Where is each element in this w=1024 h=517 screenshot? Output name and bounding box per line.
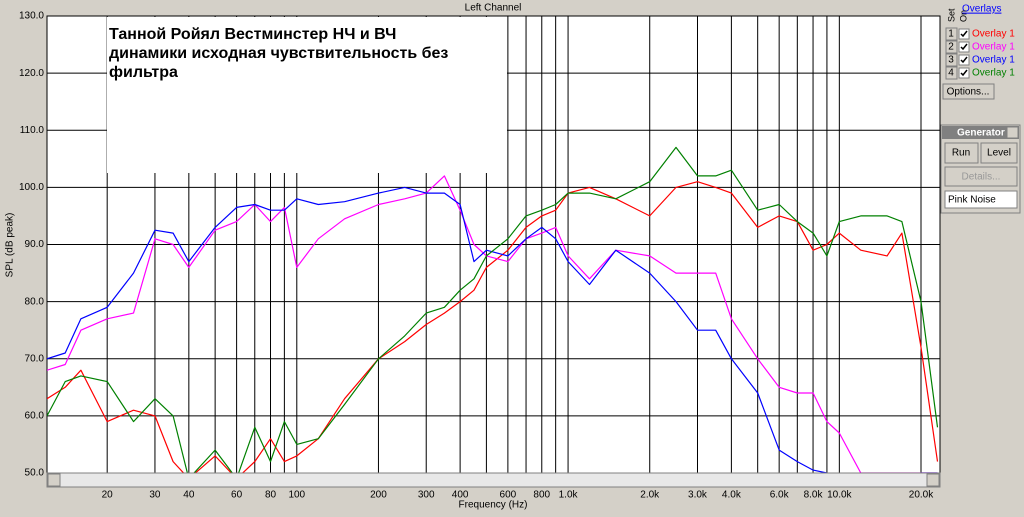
series-line <box>47 146 939 473</box>
signal-label: Pink Noise <box>948 195 996 206</box>
x-tick-label: 40 <box>183 490 195 501</box>
scroll-right[interactable] <box>926 473 940 487</box>
x-tick-label: 6.0k <box>770 490 790 501</box>
legend-entry: Overlay 1 <box>972 68 1015 79</box>
x-tick-label: 10.0k <box>827 490 852 501</box>
generator-title: Generator <box>957 128 1005 139</box>
x-tick-label: 20 <box>102 490 114 501</box>
series-line <box>47 186 938 473</box>
scrollbar[interactable] <box>46 472 941 488</box>
x-tick-label: 300 <box>418 490 435 501</box>
set-number: 3 <box>948 55 954 66</box>
x-tick-label: 1.0k <box>559 490 579 501</box>
x-axis-label: Frequency (Hz) <box>459 500 528 511</box>
y-tick-label: 100.0 <box>19 182 44 193</box>
set-button[interactable] <box>945 53 958 67</box>
overlay-rows: 1 Overlay 1 2 Overlay 1 3 Overlay 1 4 Overlay 1 <box>945 27 1015 80</box>
annotation-box <box>107 17 507 173</box>
x-tick-label: 400 <box>452 490 469 501</box>
col-set: Set <box>946 8 956 22</box>
x-tick-label: 600 <box>500 490 517 501</box>
x-tick-label: 60 <box>231 490 243 501</box>
x-tick-label: 8.0k <box>804 490 824 501</box>
y-tick-label: 70.0 <box>25 353 45 364</box>
y-tick-label: 80.0 <box>25 296 45 307</box>
y-tick-label: 90.0 <box>25 239 45 250</box>
signal-select[interactable] <box>944 190 1018 209</box>
x-tick-label: 30 <box>149 490 161 501</box>
annotation: Танной Ройял Вестминстер НЧ и ВЧ <box>109 26 396 43</box>
overlays-title[interactable]: Overlays <box>962 4 1001 15</box>
options-label: Options... <box>947 87 990 98</box>
set-button[interactable] <box>945 40 958 54</box>
x-tick-label: 800 <box>533 490 550 501</box>
set-button[interactable] <box>945 66 958 80</box>
check <box>960 69 968 77</box>
legend-entry: Overlay 1 <box>972 55 1015 66</box>
legend-entry: Overlay 1 <box>972 42 1015 53</box>
legend-entry: Overlay 1 <box>972 29 1015 40</box>
x-tick-label: 100 <box>288 490 305 501</box>
scroll-left[interactable] <box>47 473 61 487</box>
set-number: 1 <box>948 29 954 40</box>
set-number: 2 <box>948 42 954 53</box>
x-tick-label: 3.0k <box>688 490 708 501</box>
x-tick-label: 200 <box>370 490 387 501</box>
details-label: Details... <box>962 172 1001 183</box>
y-axis-label: SPL (dB peak) <box>5 213 16 278</box>
run-button[interactable] <box>944 142 979 164</box>
y-tick-label: 130.0 <box>19 11 44 22</box>
x-tick-label: 2.0k <box>640 490 660 501</box>
level-button[interactable] <box>980 142 1018 164</box>
curves <box>47 146 939 473</box>
run-label: Run <box>952 148 970 159</box>
close-button[interactable] <box>1006 126 1019 139</box>
set-number: 4 <box>948 68 954 79</box>
y-tick-label: 110.0 <box>20 125 45 136</box>
y-tick-label: 60.0 <box>25 411 45 422</box>
col-on: On <box>958 10 968 22</box>
annotation: динамики исходная чувствительность без <box>109 45 448 62</box>
check <box>960 30 968 38</box>
x-tick-label: 80 <box>265 490 277 501</box>
generator-titlebar <box>942 126 1019 139</box>
x-tick-label: 20.0k <box>909 490 934 501</box>
series-line <box>47 175 938 473</box>
x-tick-label: 4.0k <box>722 490 742 501</box>
chart-title: Left Channel <box>465 3 522 14</box>
annotation: фильтра <box>109 64 178 81</box>
details-button[interactable] <box>944 166 1018 187</box>
options-button[interactable] <box>942 83 995 100</box>
check <box>960 43 968 51</box>
check <box>960 56 968 64</box>
set-button[interactable] <box>945 27 958 41</box>
y-tick-label: 120.0 <box>19 68 44 79</box>
y-tick-label: 50.0 <box>25 468 45 479</box>
level-label: Level <box>987 148 1011 159</box>
